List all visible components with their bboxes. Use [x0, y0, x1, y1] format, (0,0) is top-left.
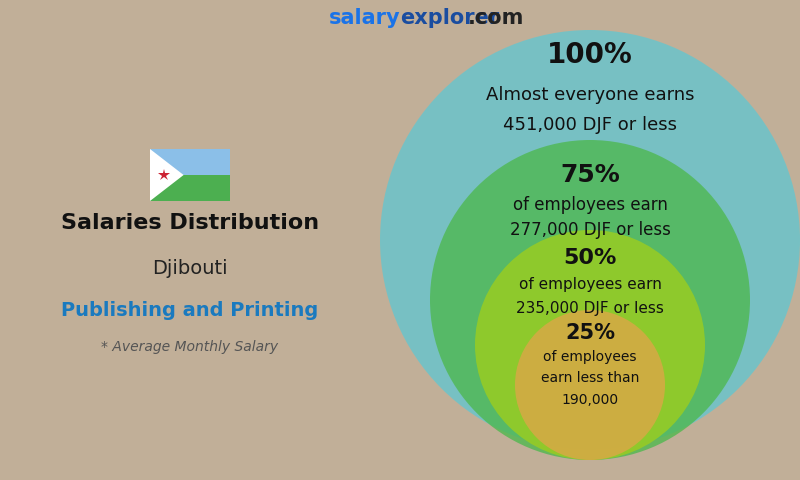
Text: of employees: of employees: [543, 350, 637, 364]
Text: Almost everyone earns: Almost everyone earns: [486, 86, 694, 104]
Circle shape: [515, 310, 665, 460]
Polygon shape: [150, 149, 184, 201]
Text: 50%: 50%: [563, 248, 617, 268]
Text: explorer: explorer: [400, 8, 499, 28]
Bar: [150, 149, 230, 175]
Text: 190,000: 190,000: [562, 393, 618, 407]
Bar: [150, 175, 230, 201]
Text: .com: .com: [468, 8, 524, 28]
Text: * Average Monthly Salary: * Average Monthly Salary: [102, 340, 278, 354]
Circle shape: [380, 30, 800, 450]
Text: 235,000 DJF or less: 235,000 DJF or less: [516, 300, 664, 315]
Text: 451,000 DJF or less: 451,000 DJF or less: [503, 116, 677, 134]
Text: earn less than: earn less than: [541, 371, 639, 385]
Text: 25%: 25%: [565, 323, 615, 343]
Text: of employees earn: of employees earn: [513, 196, 667, 214]
Text: salary: salary: [328, 8, 400, 28]
Text: 277,000 DJF or less: 277,000 DJF or less: [510, 221, 670, 239]
Text: Publishing and Printing: Publishing and Printing: [62, 300, 318, 320]
Text: 100%: 100%: [547, 41, 633, 69]
Text: 75%: 75%: [560, 163, 620, 187]
Text: of employees earn: of employees earn: [518, 277, 662, 292]
Circle shape: [430, 140, 750, 460]
Text: Djibouti: Djibouti: [152, 259, 228, 277]
Text: Salaries Distribution: Salaries Distribution: [61, 213, 319, 233]
Circle shape: [475, 230, 705, 460]
